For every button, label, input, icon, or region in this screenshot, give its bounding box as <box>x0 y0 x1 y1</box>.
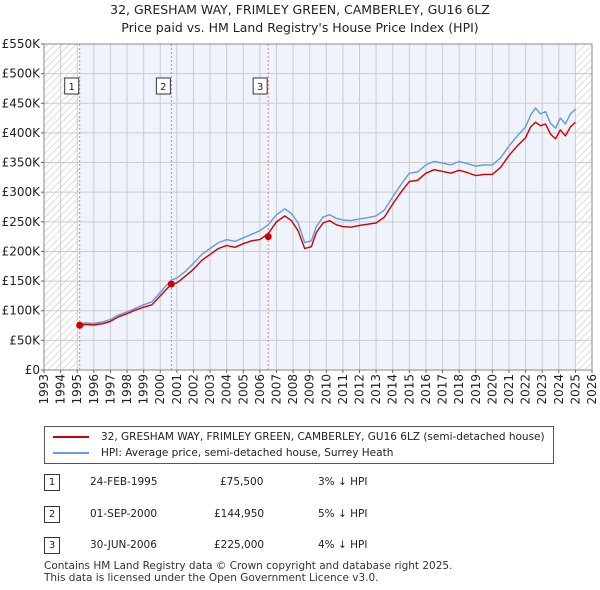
x-tick-label: 2010 <box>319 374 333 405</box>
chart-subtitle: Price paid vs. HM Land Registry's House … <box>121 20 479 35</box>
x-tick-label: 2022 <box>519 374 533 405</box>
x-tick-label: 2007 <box>269 374 283 405</box>
transaction-date: 24-FEB-1995 <box>90 476 158 488</box>
sale-label: 2 <box>160 82 166 93</box>
transaction-price: £75,500 <box>220 476 264 488</box>
x-tick-label: 1996 <box>87 374 101 405</box>
transaction-hpi: 5% ↓ HPI <box>318 508 368 520</box>
x-tick-label: 1995 <box>70 374 84 405</box>
x-tick-label: 1998 <box>120 374 134 405</box>
legend-item-property: 32, GRESHAM WAY, FRIMLEY GREEN, CAMBERLE… <box>53 429 545 445</box>
legend-item-hpi: HPI: Average price, semi-detached house,… <box>53 445 393 461</box>
hpi-line <box>79 107 576 325</box>
y-tick-label: £0 <box>25 363 40 377</box>
x-tick-label: 2009 <box>303 374 317 405</box>
x-tick-label: 2004 <box>220 374 234 405</box>
y-tick-label: £450K <box>2 96 42 110</box>
y-tick-label: £300K <box>2 185 42 199</box>
transaction-number: 2 <box>44 506 60 523</box>
sale-point <box>76 321 84 329</box>
transaction-hpi: 3% ↓ HPI <box>318 476 368 488</box>
x-tick-label: 2001 <box>170 374 184 405</box>
x-tick-label: 1993 <box>37 374 51 405</box>
transaction-hpi: 4% ↓ HPI <box>318 539 368 551</box>
footer-copyright: Contains HM Land Registry data © Crown c… <box>44 560 453 572</box>
plot-frame <box>43 43 593 371</box>
sale-point <box>264 233 272 241</box>
hatched-region <box>575 44 592 370</box>
y-tick-label: £50K <box>9 333 41 347</box>
x-tick-label: 2016 <box>419 374 433 405</box>
y-tick-label: £250K <box>2 215 42 229</box>
footer-licence: This data is licensed under the Open Gov… <box>44 571 379 584</box>
sale-point <box>167 280 175 288</box>
x-tick-label: 2020 <box>485 374 499 405</box>
x-tick-label: 2018 <box>452 374 466 405</box>
x-tick-label: 2008 <box>286 374 300 405</box>
transaction-number: 1 <box>44 474 60 491</box>
y-tick-label: £400K <box>2 126 42 140</box>
y-tick-label: £500K <box>2 67 42 81</box>
sale-label-box <box>155 77 171 95</box>
hatched-region <box>44 44 80 370</box>
transaction-row: 1 24-FEB-1995 £75,500 3% ↓ HPI <box>0 474 600 494</box>
transaction-date: 01-SEP-2000 <box>90 508 158 520</box>
sale-label-box <box>64 77 80 95</box>
x-tick-label: 2014 <box>386 374 400 405</box>
sale-label: 3 <box>257 82 263 93</box>
legend-label-property: 32, GRESHAM WAY, FRIMLEY GREEN, CAMBERLE… <box>101 431 545 443</box>
transaction-price: £225,000 <box>214 539 265 551</box>
x-tick-label: 1999 <box>137 374 151 405</box>
ownership-shading <box>79 44 576 370</box>
sale-label-box <box>252 77 268 95</box>
x-tick-label: 1997 <box>103 374 117 405</box>
y-tick-label: £350K <box>2 156 42 170</box>
x-tick-label: 2011 <box>336 374 350 405</box>
x-tick-label: 2005 <box>236 374 250 405</box>
x-tick-label: 2021 <box>502 374 516 405</box>
x-tick-label: 2000 <box>153 374 167 405</box>
x-tick-label: 2015 <box>402 374 416 405</box>
x-tick-label: 2006 <box>253 374 267 405</box>
x-tick-label: 2012 <box>353 374 367 405</box>
x-tick-label: 2026 <box>585 374 599 405</box>
y-tick-label: £150K <box>2 274 42 288</box>
legend-label-hpi: HPI: Average price, semi-detached house,… <box>101 447 394 459</box>
transaction-price: £144,950 <box>214 508 265 520</box>
transaction-row: 3 30-JUN-2006 £225,000 4% ↓ HPI <box>0 537 600 557</box>
x-tick-label: 2023 <box>535 374 549 405</box>
legend-swatch-hpi <box>53 452 89 454</box>
legend-swatch-property <box>53 436 89 438</box>
transaction-date: 30-JUN-2006 <box>90 539 157 551</box>
x-tick-label: 2025 <box>568 374 582 405</box>
transaction-row: 2 01-SEP-2000 £144,950 5% ↓ HPI <box>0 506 600 526</box>
y-tick-label: £550K <box>2 37 42 51</box>
footer: Contains HM Land Registry data © Crown c… <box>44 560 453 584</box>
x-tick-label: 2024 <box>552 374 566 405</box>
y-tick-label: £100K <box>2 304 42 318</box>
x-tick-label: 2017 <box>436 374 450 405</box>
y-tick-label: £200K <box>2 244 42 258</box>
chart-legend: 32, GRESHAM WAY, FRIMLEY GREEN, CAMBERLE… <box>44 426 554 464</box>
x-tick-label: 2003 <box>203 374 217 405</box>
x-tick-label: 1994 <box>54 374 68 405</box>
x-tick-label: 2013 <box>369 374 383 405</box>
chart-title: 32, GRESHAM WAY, FRIMLEY GREEN, CAMBERLE… <box>110 2 490 17</box>
x-tick-label: 2019 <box>469 374 483 405</box>
transaction-number: 3 <box>44 537 60 554</box>
sale-label: 1 <box>69 82 75 93</box>
price-chart: 1 2 3 £0 £50K £100K £150K £200K £250K £300K £350K… <box>2 37 599 405</box>
x-tick-label: 2002 <box>186 374 200 405</box>
